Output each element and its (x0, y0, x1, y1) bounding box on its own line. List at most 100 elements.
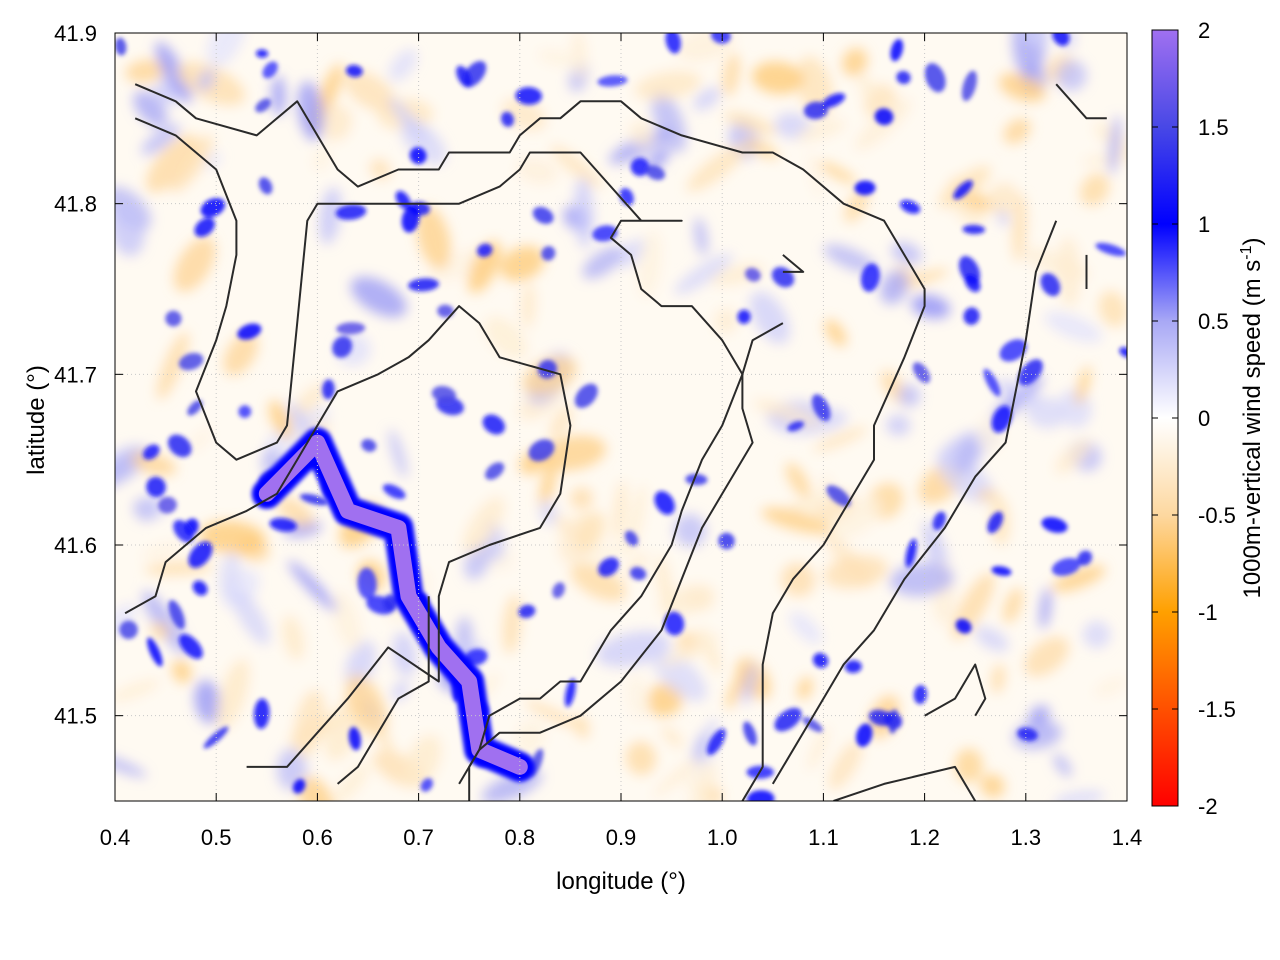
updraft-cell (822, 93, 846, 108)
field-patch (807, 726, 830, 771)
updraft-cell (983, 368, 1001, 397)
field-patch (724, 111, 777, 135)
field-patch (150, 622, 170, 640)
updraft-cell (408, 278, 439, 292)
field-patch (1003, 118, 1031, 144)
contour-line (336, 596, 430, 785)
updraft-cell (630, 157, 650, 177)
field-patch (403, 735, 442, 789)
field-patch (751, 61, 804, 95)
field-patch (977, 489, 999, 502)
field-patch (130, 451, 177, 476)
updraft-cell (348, 726, 361, 751)
contour-line (124, 305, 572, 768)
field-patch (539, 459, 557, 510)
field-patch (1051, 565, 1106, 593)
updraft-cell (258, 177, 273, 195)
updraft-cell (192, 580, 208, 596)
updraft-cell (962, 224, 986, 235)
field-patch (499, 245, 545, 282)
updraft-cell (382, 484, 406, 500)
field-patch (467, 240, 502, 294)
field-patch (1044, 311, 1103, 343)
field-patch (333, 763, 370, 801)
colorbar-title-superscript: -1 (1238, 245, 1255, 259)
colorbar-tick-label: -2 (1198, 794, 1218, 819)
updraft-cell (528, 439, 555, 462)
updraft-cell (262, 61, 278, 79)
field-patch (537, 49, 578, 66)
field-patch (749, 291, 790, 344)
field-patch (616, 239, 648, 267)
updraft-cell (787, 421, 805, 432)
updraft-cell (238, 405, 252, 418)
updraft-cell (629, 566, 647, 581)
field-patch (115, 678, 161, 702)
field-patch (297, 776, 334, 801)
field-patch (674, 253, 733, 295)
contour-line (134, 117, 754, 801)
updraft-cell (1052, 33, 1070, 46)
updraft-cell (532, 206, 554, 224)
updraft-cell (200, 197, 226, 218)
updraft-cell (991, 566, 1012, 576)
updraft-cell (485, 462, 505, 480)
field-patch (388, 97, 428, 143)
updraft-cell (802, 717, 823, 733)
updraft-cell (237, 323, 262, 340)
field-patch (573, 543, 634, 564)
field-patch (612, 480, 627, 541)
field-patch (987, 183, 1020, 215)
colorbar-tick-label: -1.5 (1198, 697, 1236, 722)
field-patch (1002, 587, 1024, 624)
colorbar-tick-label: 1 (1198, 212, 1210, 237)
field-patch (886, 414, 911, 436)
updraft-cell (745, 267, 761, 282)
y-axis: 41.5 41.6 41.7 41.8 41.9 (54, 21, 1127, 729)
updraft-cell (420, 778, 433, 792)
field-patch (416, 206, 451, 270)
field-patch (219, 551, 241, 600)
contour-line (134, 83, 926, 801)
updraft-cell (143, 444, 160, 460)
updraft-cell (844, 660, 862, 674)
contour-line (833, 765, 977, 801)
field-patch (171, 659, 192, 684)
updraft-cell (119, 620, 138, 639)
field-patch (1082, 620, 1111, 649)
field-patch (741, 663, 757, 706)
updraft-cell (292, 779, 306, 794)
field-patch (880, 269, 909, 305)
updraft-cell (256, 49, 269, 58)
y-axis-title: latitude (°) (23, 365, 50, 475)
updraft-cell (711, 33, 731, 44)
contour-line (771, 220, 1058, 785)
updraft-cell (115, 37, 127, 56)
updraft-cell (1119, 347, 1127, 358)
field-patch (392, 631, 417, 677)
field-patch (521, 282, 536, 329)
field-patch (761, 507, 833, 535)
field-patch (265, 406, 330, 454)
field-patch (1053, 790, 1105, 801)
y-tick-label: 41.7 (54, 362, 97, 387)
updraft-cell (624, 530, 639, 546)
updraft-cell (664, 611, 685, 636)
updraft-cell (826, 485, 851, 507)
updraft-cell (541, 246, 556, 261)
updraft-cell (431, 385, 457, 403)
field-patch (1056, 237, 1081, 308)
field-patch (891, 242, 922, 265)
contour-line (924, 663, 987, 717)
field-patch (714, 308, 738, 334)
field-patch (828, 740, 863, 790)
field-patch (142, 590, 188, 655)
updraft-cell (322, 379, 335, 400)
field-patch (960, 193, 996, 211)
field-patch (653, 753, 704, 798)
field-patch (502, 594, 522, 654)
updraft-cell (537, 359, 557, 379)
field-patch (216, 659, 250, 731)
field-patch (582, 246, 624, 279)
